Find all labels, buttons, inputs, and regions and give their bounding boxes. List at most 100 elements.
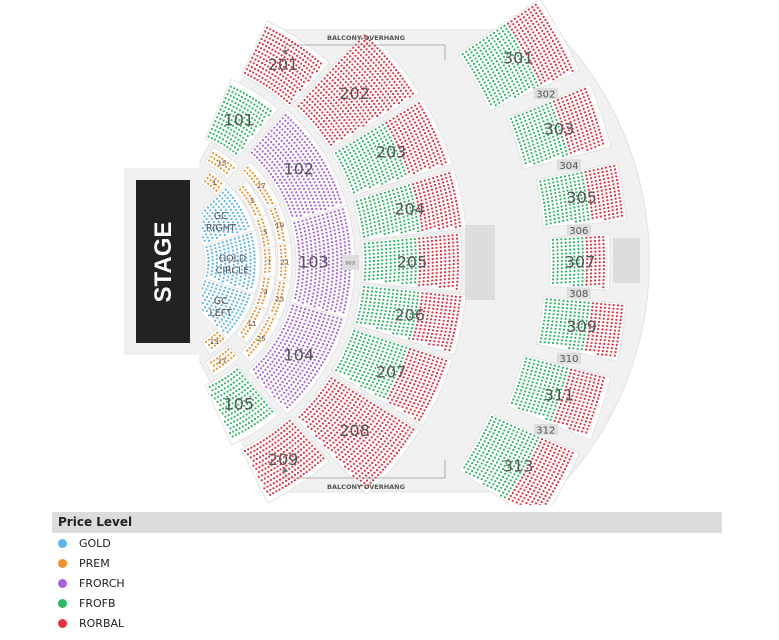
seat[interactable] (303, 162, 306, 165)
seat[interactable] (405, 407, 408, 410)
seat[interactable] (250, 425, 253, 428)
seat[interactable] (410, 327, 413, 330)
seat[interactable] (427, 193, 430, 196)
seat[interactable] (358, 339, 361, 342)
seat[interactable] (421, 146, 424, 149)
seat[interactable] (435, 264, 438, 267)
seat[interactable] (206, 226, 209, 230)
seat[interactable] (348, 250, 351, 253)
seat[interactable] (244, 252, 248, 255)
seat[interactable] (308, 98, 312, 101)
seat[interactable] (294, 309, 297, 312)
seat[interactable] (324, 419, 327, 422)
seat[interactable] (321, 177, 324, 180)
seat[interactable] (277, 233, 280, 236)
seat[interactable] (213, 214, 216, 217)
seat[interactable] (269, 52, 272, 55)
seat[interactable] (223, 269, 226, 272)
seat[interactable] (237, 138, 240, 141)
seat[interactable] (288, 178, 291, 181)
seat[interactable] (303, 366, 306, 369)
seat[interactable] (401, 153, 404, 157)
seat[interactable] (345, 154, 348, 157)
seat[interactable] (407, 199, 410, 202)
seat[interactable] (388, 60, 391, 63)
seat[interactable] (215, 382, 218, 385)
seat[interactable] (252, 279, 255, 282)
seat[interactable] (430, 396, 433, 399)
seat[interactable] (271, 63, 275, 66)
seat[interactable] (335, 96, 338, 99)
seat[interactable] (406, 167, 409, 170)
seat[interactable] (267, 56, 270, 59)
seat[interactable] (351, 355, 354, 358)
seat[interactable] (379, 90, 382, 93)
seat[interactable] (333, 434, 336, 437)
seat[interactable] (259, 123, 262, 126)
seat[interactable] (309, 181, 312, 184)
seat[interactable] (398, 352, 401, 355)
seat[interactable] (298, 332, 302, 335)
seat[interactable] (319, 412, 322, 415)
seat[interactable] (285, 201, 289, 204)
seat[interactable] (222, 244, 225, 247)
seat[interactable] (258, 180, 261, 183)
seat[interactable] (256, 452, 259, 456)
seat[interactable] (255, 338, 258, 341)
seat[interactable] (410, 263, 413, 266)
seat[interactable] (226, 395, 229, 398)
seat[interactable] (435, 271, 438, 275)
seat[interactable] (300, 329, 303, 332)
seat[interactable] (241, 310, 244, 313)
seat[interactable] (362, 124, 365, 127)
seat[interactable] (325, 355, 328, 358)
seat[interactable] (223, 387, 226, 390)
seat[interactable] (353, 170, 356, 173)
seat[interactable] (321, 353, 324, 356)
seat[interactable] (392, 314, 395, 317)
seat[interactable] (264, 147, 267, 150)
seat[interactable] (275, 310, 278, 313)
seat[interactable] (436, 216, 439, 219)
seat[interactable] (366, 94, 369, 97)
seat[interactable] (360, 347, 363, 350)
seat[interactable] (334, 413, 337, 416)
seat[interactable] (427, 150, 430, 153)
seat[interactable] (240, 95, 243, 99)
seat[interactable] (221, 113, 224, 117)
seat[interactable] (339, 128, 342, 131)
seat[interactable] (396, 152, 399, 155)
section-gold[interactable] (201, 229, 261, 295)
seat[interactable] (214, 120, 217, 123)
seat[interactable] (374, 64, 378, 67)
seat[interactable] (435, 243, 438, 246)
seat[interactable] (230, 351, 233, 354)
seat[interactable] (287, 116, 290, 119)
seat[interactable] (349, 86, 352, 89)
seat[interactable] (210, 336, 213, 339)
seat[interactable] (410, 106, 413, 109)
seat[interactable] (444, 256, 447, 259)
seat[interactable] (359, 307, 362, 310)
seat[interactable] (307, 360, 310, 363)
seat[interactable] (224, 361, 227, 364)
seat[interactable] (230, 109, 233, 112)
seat[interactable] (266, 161, 269, 164)
seat[interactable] (300, 288, 303, 291)
seat[interactable] (352, 103, 355, 106)
seat[interactable] (330, 241, 334, 244)
seat[interactable] (234, 92, 237, 95)
seat[interactable] (322, 171, 326, 174)
seat[interactable] (253, 257, 256, 260)
seat[interactable] (409, 191, 413, 194)
seat[interactable] (415, 197, 418, 200)
seat[interactable] (219, 127, 222, 130)
seat[interactable] (220, 296, 223, 299)
seat[interactable] (345, 64, 348, 67)
seat[interactable] (283, 244, 286, 247)
seat[interactable] (397, 250, 400, 253)
seat[interactable] (396, 115, 399, 118)
seat[interactable] (425, 227, 428, 230)
seat[interactable] (376, 352, 379, 355)
seat[interactable] (325, 168, 329, 171)
